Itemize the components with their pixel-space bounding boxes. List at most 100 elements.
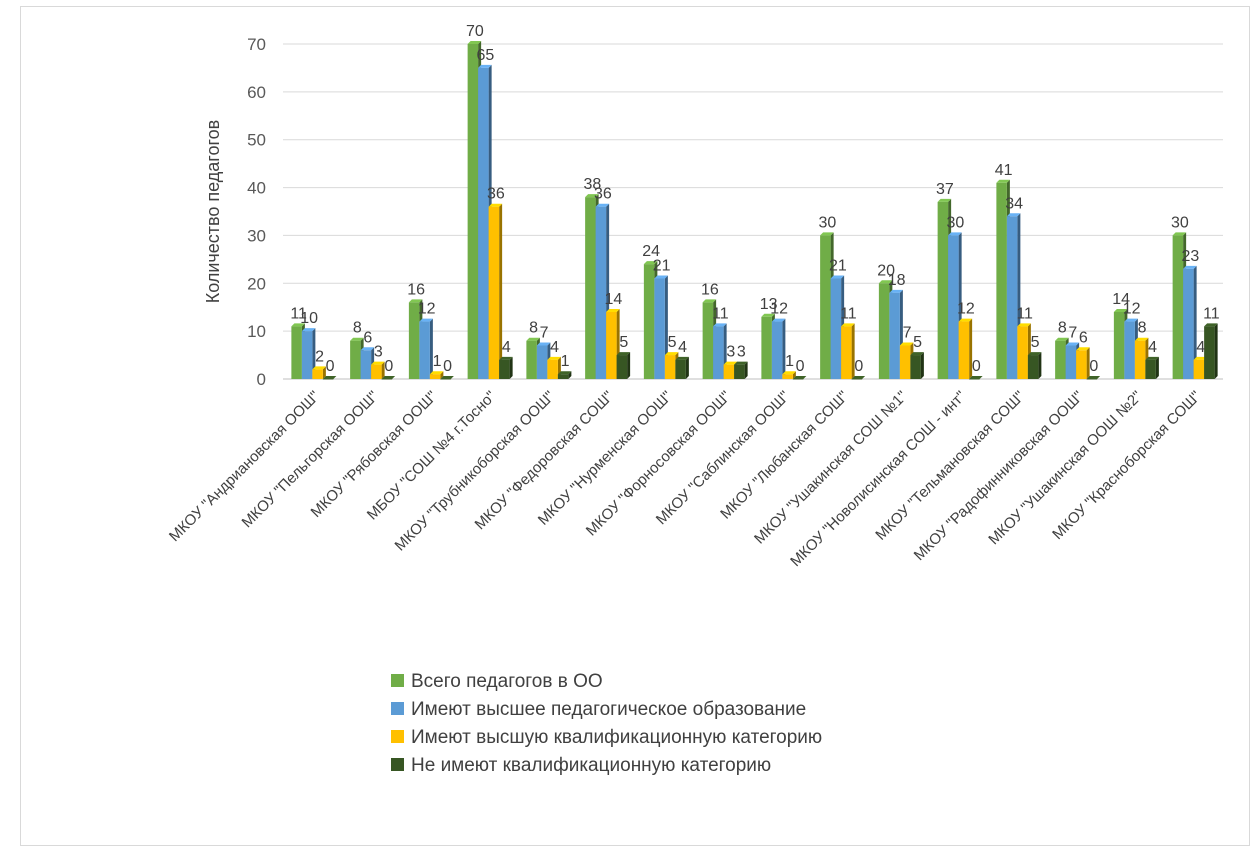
legend-label: Всего педагогов в ОО — [411, 671, 603, 692]
bar — [499, 359, 510, 379]
data-label: 3 — [374, 344, 383, 361]
bar — [1027, 355, 1039, 379]
data-label: 1 — [433, 353, 442, 370]
bar-side — [1214, 323, 1218, 379]
bar-top — [664, 352, 679, 356]
bar — [1113, 312, 1125, 379]
bar — [713, 326, 724, 379]
bars — [291, 41, 1218, 380]
bar — [723, 364, 735, 379]
data-label: 0 — [1089, 358, 1098, 375]
bar-top — [771, 318, 786, 322]
y-tick-label: 70 — [247, 35, 266, 54]
data-label: 30 — [946, 214, 964, 231]
bar — [675, 359, 686, 379]
data-label: 8 — [529, 320, 538, 337]
bar — [606, 312, 617, 379]
bar-top — [782, 371, 796, 375]
bar — [478, 67, 489, 379]
bar — [536, 345, 548, 379]
bar-side — [792, 371, 796, 379]
y-tick-label: 30 — [247, 226, 266, 245]
bar — [467, 44, 479, 379]
bar — [1183, 268, 1194, 379]
bar-top — [948, 232, 962, 236]
bar — [360, 350, 372, 379]
y-axis-ticks: 0 10 20 30 40 50 60 70 — [247, 35, 266, 389]
data-label: 4 — [502, 339, 511, 356]
bar-side — [568, 371, 572, 379]
bar-top — [350, 337, 364, 341]
bar-top — [557, 371, 572, 375]
bar-top — [878, 280, 893, 284]
bar-top — [499, 356, 513, 360]
data-label: 10 — [300, 310, 318, 327]
data-label: 0 — [326, 358, 335, 375]
bar-side — [1155, 356, 1159, 379]
legend-swatch — [391, 758, 404, 771]
bar-top — [830, 275, 845, 279]
bar — [408, 302, 420, 379]
bar — [350, 340, 361, 379]
bar — [771, 321, 783, 379]
bar-top — [1145, 356, 1159, 360]
bar-top — [761, 313, 775, 317]
bar-top — [585, 194, 599, 198]
legend-swatch — [391, 702, 404, 715]
data-label: 1 — [785, 353, 794, 370]
bar-top — [1076, 347, 1090, 351]
data-label: 11 — [712, 305, 729, 322]
data-label: 8 — [1058, 320, 1067, 337]
data-label: 0 — [384, 358, 393, 375]
y-tick-label: 10 — [247, 322, 266, 341]
data-label: 8 — [1138, 320, 1147, 337]
bar-top — [937, 198, 952, 202]
bar-side — [440, 371, 444, 379]
bar — [761, 316, 772, 379]
bar-top — [360, 347, 375, 351]
bar-top — [547, 356, 561, 360]
y-axis-title: Количество педагогов — [203, 120, 223, 303]
data-label: 11 — [840, 305, 857, 322]
bar-top — [899, 342, 914, 346]
bar-top — [1204, 323, 1218, 327]
bar — [996, 182, 1007, 379]
data-label: 18 — [888, 272, 906, 289]
bar — [1134, 340, 1146, 379]
bar-top — [312, 366, 326, 370]
bar — [948, 235, 959, 379]
data-label: 38 — [583, 176, 601, 193]
bar-top — [1006, 213, 1021, 217]
bar-side — [744, 361, 748, 379]
bar — [1193, 359, 1205, 379]
bar — [547, 359, 558, 379]
bar-top — [616, 352, 631, 356]
bar-top — [467, 41, 482, 44]
bar — [910, 355, 921, 379]
bar-top — [606, 309, 620, 312]
bar — [878, 283, 890, 379]
bar-top — [1183, 265, 1197, 269]
bar — [585, 197, 596, 379]
bar — [616, 355, 628, 379]
data-label: 11 — [290, 305, 307, 322]
legend-label: Имеют высшую квалификационную категорию — [411, 727, 822, 748]
bar-top — [702, 299, 717, 303]
data-label: 14 — [1112, 291, 1130, 308]
bar-top — [1017, 323, 1031, 327]
data-label: 37 — [936, 181, 954, 198]
bar — [937, 201, 949, 379]
data-label: 65 — [476, 47, 494, 64]
bar-top — [595, 203, 610, 207]
bar-top — [996, 179, 1010, 183]
y-tick-label: 50 — [247, 131, 266, 150]
data-label: 7 — [903, 325, 912, 342]
bar-top — [910, 352, 924, 356]
bar — [969, 379, 980, 380]
bar — [792, 379, 804, 380]
legend: Всего педагогов в ОО Имеют высшее педагог… — [391, 671, 822, 776]
data-label: 21 — [653, 258, 671, 275]
data-label: 4 — [550, 339, 559, 356]
data-label: 4 — [678, 339, 687, 356]
bar — [488, 206, 500, 379]
